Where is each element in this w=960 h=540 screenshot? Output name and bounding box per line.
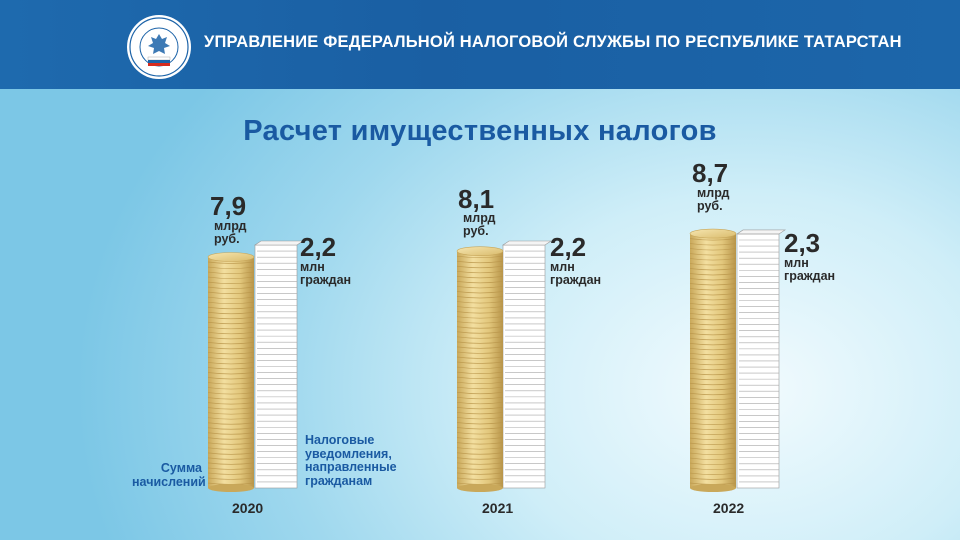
- paper-value-2021: 2,2: [550, 232, 587, 262]
- paper-unit-2022: млн граждан: [784, 256, 836, 283]
- coin-unit-2021: млрд руб.: [463, 211, 496, 238]
- year-label-2020: 2020: [232, 500, 264, 516]
- paper-stack-2022: [736, 229, 786, 489]
- paper-value-2020: 2,2: [300, 232, 337, 262]
- legend-papers: Налоговые уведомления, направленные гражда…: [305, 433, 397, 488]
- coin-stack-2021: [456, 246, 504, 492]
- paper-unit-2020: млн граждан: [300, 260, 352, 287]
- header-bar: УПРАВЛЕНИЕ ФЕДЕРАЛЬНОЙ НАЛОГОВОЙ СЛУЖБЫ …: [0, 0, 960, 89]
- coin-value-2020: 7,9: [210, 191, 247, 221]
- fns-emblem-icon: [127, 15, 191, 79]
- header-title: УПРАВЛЕНИЕ ФЕДЕРАЛЬНОЙ НАЛОГОВОЙ СЛУЖБЫ …: [204, 33, 902, 51]
- legend-coins: Сумма начислений: [132, 461, 206, 489]
- coin-stack-2022: [689, 228, 737, 492]
- coin-value-2022: 8,7: [692, 158, 729, 188]
- chart-title: Расчет имущественных налогов: [243, 115, 717, 147]
- coin-value-2021: 8,1: [458, 184, 495, 214]
- coin-unit-2022: млрд руб.: [697, 186, 730, 213]
- paper-unit-2021: млн граждан: [550, 260, 602, 287]
- coin-stack-2020: [207, 252, 255, 492]
- paper-stack-2021: [502, 240, 552, 489]
- year-label-2021: 2021: [482, 500, 514, 516]
- year-label-2022: 2022: [713, 500, 745, 516]
- coin-unit-2020: млрд руб.: [214, 219, 247, 246]
- paper-value-2022: 2,3: [784, 228, 821, 258]
- paper-stack-2020: [254, 240, 304, 489]
